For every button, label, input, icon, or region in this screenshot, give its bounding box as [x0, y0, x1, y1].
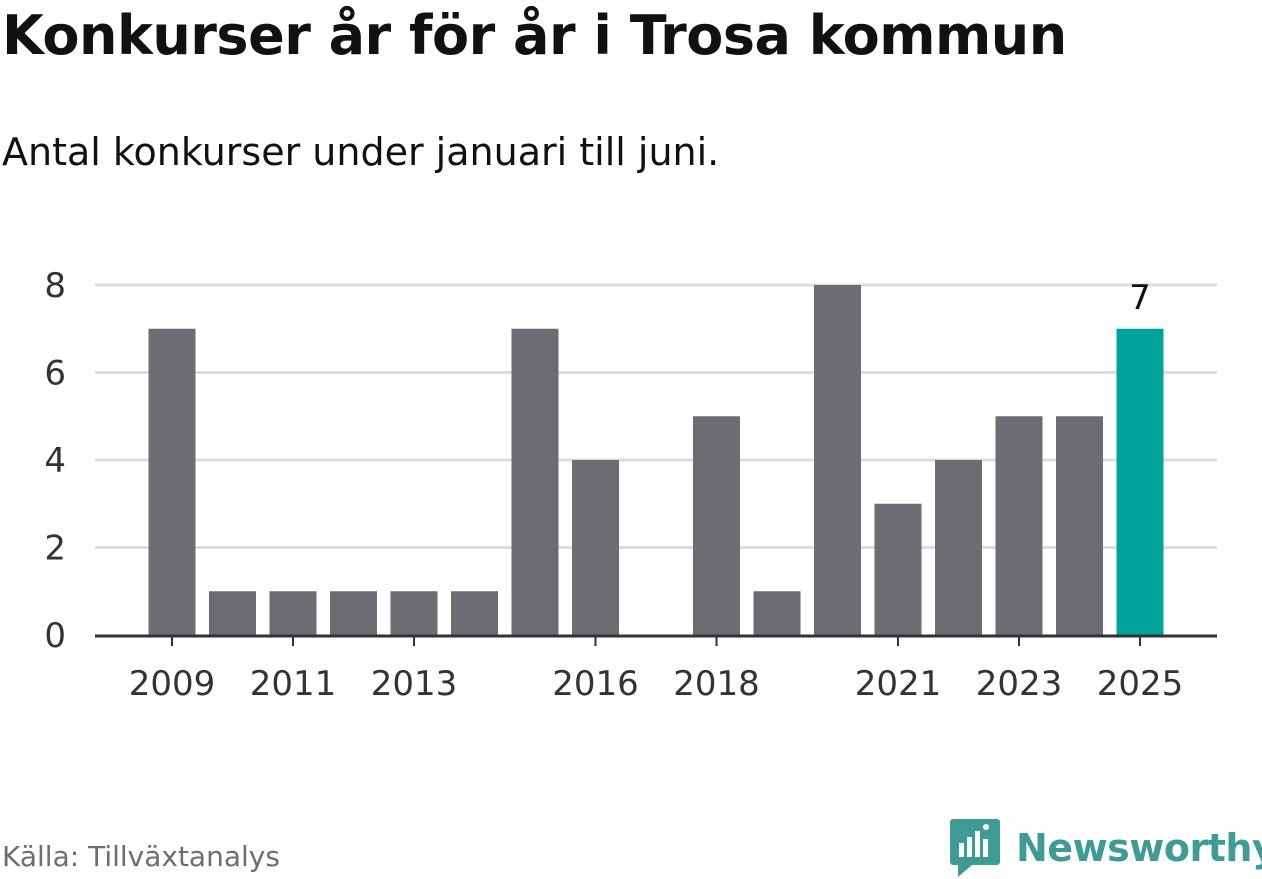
bar-2009 [148, 328, 196, 635]
bar-2014 [451, 591, 498, 635]
bar-2010 [209, 591, 256, 635]
bar-2015 [511, 328, 559, 635]
bar-2019 [753, 591, 801, 635]
x-tick-label: 2023 [976, 664, 1063, 704]
newsworthy-logo-icon [950, 819, 1000, 877]
chart-title: Konkurser år för år i Trosa kommun [2, 4, 1067, 67]
bar-2023 [995, 416, 1043, 635]
x-tick-label: 2011 [250, 664, 337, 704]
x-tick-label: 2009 [129, 664, 216, 704]
labels: 0 2 4 6 8 2009 2011 2013 2016 2018 2021 2023 2025 7 [44, 266, 1183, 704]
bar-2016 [572, 460, 619, 635]
x-tick-label: 2016 [552, 664, 639, 704]
bar-2020 [814, 285, 861, 635]
y-tick-label: 0 [44, 616, 66, 656]
bar-2024 [1056, 416, 1103, 635]
source-note: Källa: Tillväxtanalys [2, 840, 280, 873]
x-tick-label: 2018 [673, 664, 760, 704]
data-label-2025: 7 [1129, 278, 1151, 318]
bar-2011 [269, 591, 317, 635]
x-tick-label: 2021 [855, 664, 942, 704]
newsworthy-logo: Newsworthy [950, 818, 1262, 878]
x-tick-label: 2025 [1097, 664, 1184, 704]
y-tick-label: 2 [44, 529, 66, 569]
chart-subtitle: Antal konkurser under januari till juni. [2, 130, 720, 174]
y-tick-label: 4 [44, 441, 66, 481]
bar-2022 [935, 460, 982, 635]
x-axis [95, 634, 1217, 646]
y-tick-label: 8 [44, 266, 66, 306]
bar-2021 [874, 503, 922, 635]
bar-2025 [1116, 328, 1164, 635]
y-tick-label: 6 [44, 354, 66, 394]
bar-2012 [330, 591, 377, 635]
bars [148, 285, 1164, 635]
x-tick-label: 2013 [371, 664, 458, 704]
bar-2018 [693, 416, 740, 635]
gridlines [95, 283, 1217, 549]
bar-2013 [390, 591, 438, 635]
brand-name: Newsworthy [1016, 826, 1262, 870]
